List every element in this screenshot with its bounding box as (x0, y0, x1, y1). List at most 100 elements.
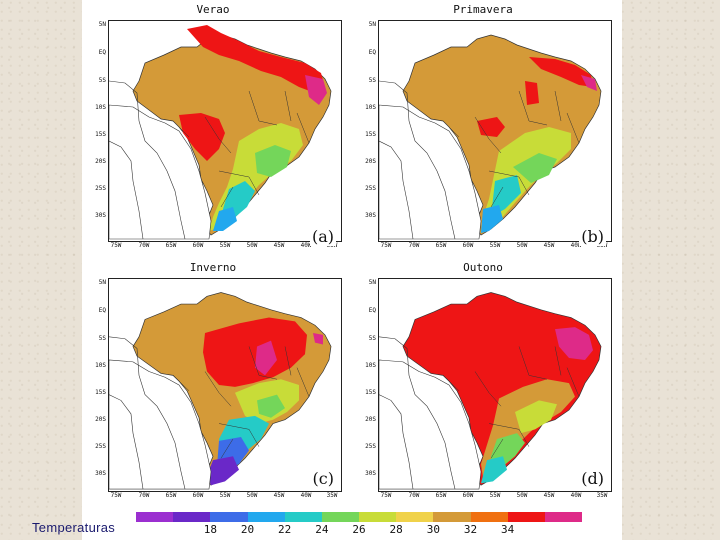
lon-label: 50W (516, 242, 528, 249)
brazil-temperature-map (379, 34, 602, 240)
map-plot (378, 278, 612, 492)
map-plot (108, 278, 342, 492)
lon-label: 75W (110, 492, 122, 499)
colorbar-tick-label: 34 (501, 523, 515, 536)
brazil-temperature-map (379, 292, 602, 490)
lat-label: 15S (95, 131, 106, 138)
lat-label: 15S (95, 389, 106, 396)
brazil-temperature-map (109, 292, 332, 490)
lat-label: 10S (95, 362, 106, 369)
map-svg (379, 292, 602, 490)
lon-label: 55W (489, 242, 501, 249)
lon-label: 40W (300, 242, 312, 249)
lat-label: EQ (368, 49, 376, 56)
panel-letter: (a) (309, 227, 336, 246)
lat-label: EQ (98, 307, 106, 314)
lat-label: EQ (368, 307, 376, 314)
lat-label: 20S (365, 416, 376, 423)
lat-label: 5S (368, 77, 376, 84)
lat-label: 5N (98, 21, 106, 28)
colorbar-tick-label: 28 (389, 523, 403, 536)
colorbar-swatch (544, 512, 583, 522)
lon-label: 75W (380, 242, 392, 249)
lat-label: 25S (95, 185, 106, 192)
lon-label: 45W (273, 242, 285, 249)
lat-label: 25S (95, 443, 106, 450)
lon-label: 50W (516, 492, 528, 499)
lon-label: 45W (543, 242, 555, 249)
colorbar-tick-label: 18 (203, 523, 217, 536)
colorbar-swatch (136, 512, 174, 522)
lon-label: 50W (246, 242, 258, 249)
lon-label: 60W (462, 492, 474, 499)
lat-label: 20S (95, 416, 106, 423)
climatology-figure: Verao 5N EQ 5S 10S 15S 20S 25S 30S (82, 0, 622, 540)
panel-letter: (c) (310, 469, 336, 488)
lat-label: 30S (95, 212, 106, 219)
temperature-colorbar (136, 512, 583, 522)
lon-label: 55W (489, 492, 501, 499)
colorbar-tick-label: 22 (278, 523, 292, 536)
colorbar-swatch (433, 512, 471, 522)
colorbar-tick-labels: 18 20 22 24 26 28 30 32 34 (136, 523, 582, 537)
colorbar-tick-label: 20 (240, 523, 255, 536)
lon-label: 45W (543, 492, 555, 499)
lat-label: 30S (365, 212, 376, 219)
lat-label: 10S (365, 104, 376, 111)
lon-label: 75W (380, 492, 392, 499)
lon-label: 75W (110, 242, 122, 249)
panel-outono: Outono 5N EQ 5S 10S 15S 20S 25S 30S (352, 258, 614, 508)
panel-title: Inverno (189, 261, 237, 274)
map-svg (109, 25, 332, 240)
lon-label: 50W (246, 492, 258, 499)
lon-label: 55W (219, 492, 231, 499)
lat-label: 5N (368, 21, 376, 28)
panel-inverno: Inverno 5N EQ 5S 10S 15S 20S 25S 30S (82, 258, 344, 508)
panel-title: Verao (196, 3, 230, 16)
panel-title: Outono (463, 261, 503, 274)
colorbar-swatch (247, 512, 285, 522)
lon-label: 60W (192, 242, 204, 249)
lon-label: 60W (462, 242, 474, 249)
map-plot (378, 20, 612, 242)
lat-label: 5S (368, 335, 376, 342)
colorbar-swatch (396, 512, 434, 522)
colorbar-swatch (359, 512, 397, 522)
lon-label: 35W (326, 492, 338, 499)
lon-label: 65W (435, 242, 447, 249)
colorbar-swatch (321, 512, 360, 522)
lat-label: 25S (365, 185, 376, 192)
lat-label: EQ (98, 49, 106, 56)
lat-label: 10S (95, 104, 106, 111)
lat-label: 25S (365, 443, 376, 450)
lat-label: 5N (368, 279, 376, 286)
lat-label: 5S (98, 335, 106, 342)
lat-label: 20S (95, 158, 106, 165)
colorbar-tick-label: 26 (352, 523, 366, 536)
lon-label: 40W (300, 492, 312, 499)
lat-label: 30S (95, 470, 106, 477)
lon-label: 60W (192, 492, 204, 499)
panel-primavera: Primavera 5N EQ 5S 10S 15S 20S 25S 30S (352, 0, 614, 258)
lat-label: 10S (365, 362, 376, 369)
lon-label: 70W (138, 492, 150, 499)
lon-label: 65W (165, 492, 177, 499)
colorbar-swatch (173, 512, 211, 522)
lat-label: 5N (98, 279, 106, 286)
lat-label: 20S (365, 158, 376, 165)
lat-label: 15S (365, 389, 376, 396)
colorbar-swatch (210, 512, 248, 522)
lon-label: 70W (408, 242, 420, 249)
lat-label: 30S (365, 470, 376, 477)
panel-letter: (b) (579, 227, 606, 246)
lon-label: 35W (596, 492, 608, 499)
lon-label: 45W (273, 492, 285, 499)
caption-temperaturas: Temperaturas (32, 520, 116, 535)
map-svg (379, 34, 602, 240)
panel-letter: (d) (579, 469, 606, 488)
colorbar-swatch (507, 512, 545, 522)
lon-label: 70W (138, 242, 150, 249)
colorbar-tick-label: 30 (426, 523, 440, 536)
lat-label: 15S (365, 131, 376, 138)
colorbar-swatch (470, 512, 508, 522)
